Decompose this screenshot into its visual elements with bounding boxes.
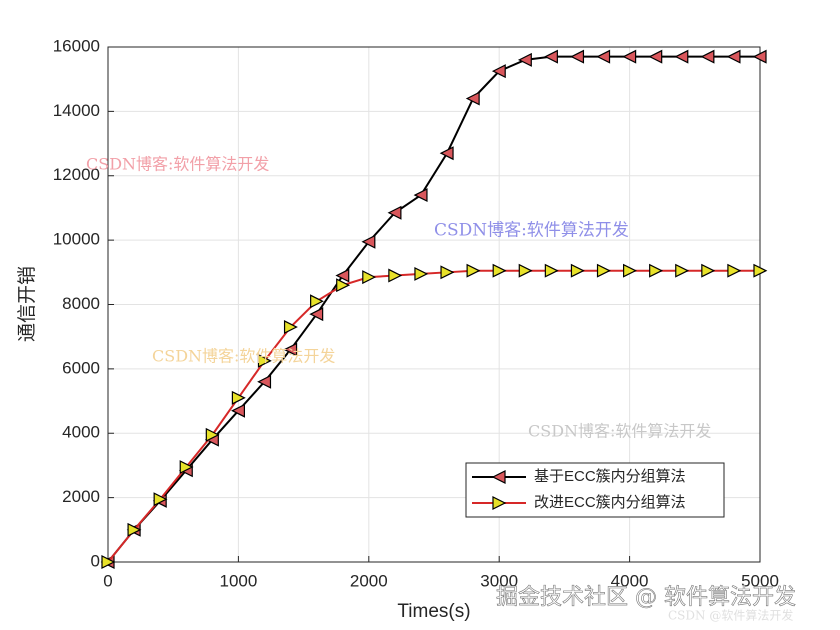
watermark: CSDN博客:软件算法开发 [152,347,335,366]
marker [310,294,324,309]
marker [362,270,377,285]
marker [387,205,402,220]
marker [283,320,298,335]
y-tick-label: 10000 [53,230,100,249]
x-tick-label: 3000 [480,571,518,590]
marker [153,492,168,507]
x-tick-label: 5000 [741,571,779,590]
watermark: CSDN @软件算法开发 [668,608,793,623]
marker [623,263,637,278]
watermark: CSDN博客:软件算法开发 [86,155,269,174]
marker [439,146,454,161]
marker [414,266,429,281]
marker [726,49,741,64]
marker [231,403,245,418]
marker [649,263,664,278]
marker [701,263,716,278]
marker [205,427,220,442]
legend-box [465,462,725,518]
marker [674,49,689,64]
legend-marker [491,470,506,484]
marker [544,49,558,64]
marker [596,49,611,64]
marker [413,188,428,203]
y-tick-label: 12000 [53,165,100,184]
x-tick-label: 0 [103,571,112,590]
marker [544,263,559,278]
marker [648,49,663,64]
marker [518,263,533,278]
y-tick-label: 8000 [62,294,100,313]
marker [753,263,768,278]
watermark: 掘金技术社区 @ 软件算法开发 [496,585,796,610]
x-tick-label: 1000 [219,571,257,590]
marker [257,353,272,368]
legend-marker [492,496,507,510]
marker [179,460,194,475]
legend-label: 改进ECC簇内分组算法 [534,493,686,511]
marker [752,49,767,64]
marker [675,263,690,278]
marker [283,342,298,357]
y-tick-label: 14000 [53,101,100,120]
marker [466,263,481,278]
marker [622,49,637,64]
marker [596,263,611,278]
marker [361,234,376,249]
marker [101,555,116,569]
y-tick-label: 16000 [53,36,100,55]
x-tick-label: 4000 [611,571,649,590]
y-tick-label: 0 [91,551,100,570]
marker [727,263,742,278]
y-tick-label: 2000 [62,487,100,506]
marker [127,522,142,537]
x-axis-label: Times(s) [397,601,470,622]
marker [517,52,532,67]
marker [335,268,350,283]
marker [309,307,324,322]
marker [388,268,403,283]
watermark: CSDN博客:软件算法开发 [434,221,629,241]
legend-label: 基于ECC簇内分组算法 [534,467,686,485]
marker [570,49,585,64]
marker [492,263,507,278]
marker [231,390,246,405]
plot-frame [107,46,761,563]
y-tick-label: 4000 [62,423,100,442]
marker [465,91,480,106]
y-axis-label: 通信开销 [16,266,38,342]
x-tick-label: 2000 [350,571,388,590]
marker [570,263,585,278]
marker [491,64,506,79]
marker [440,265,455,280]
marker [336,278,351,293]
watermark: CSDN博客:软件算法开发 [528,422,711,441]
marker [700,49,715,64]
y-tick-label: 6000 [62,358,100,377]
marker [257,374,272,389]
